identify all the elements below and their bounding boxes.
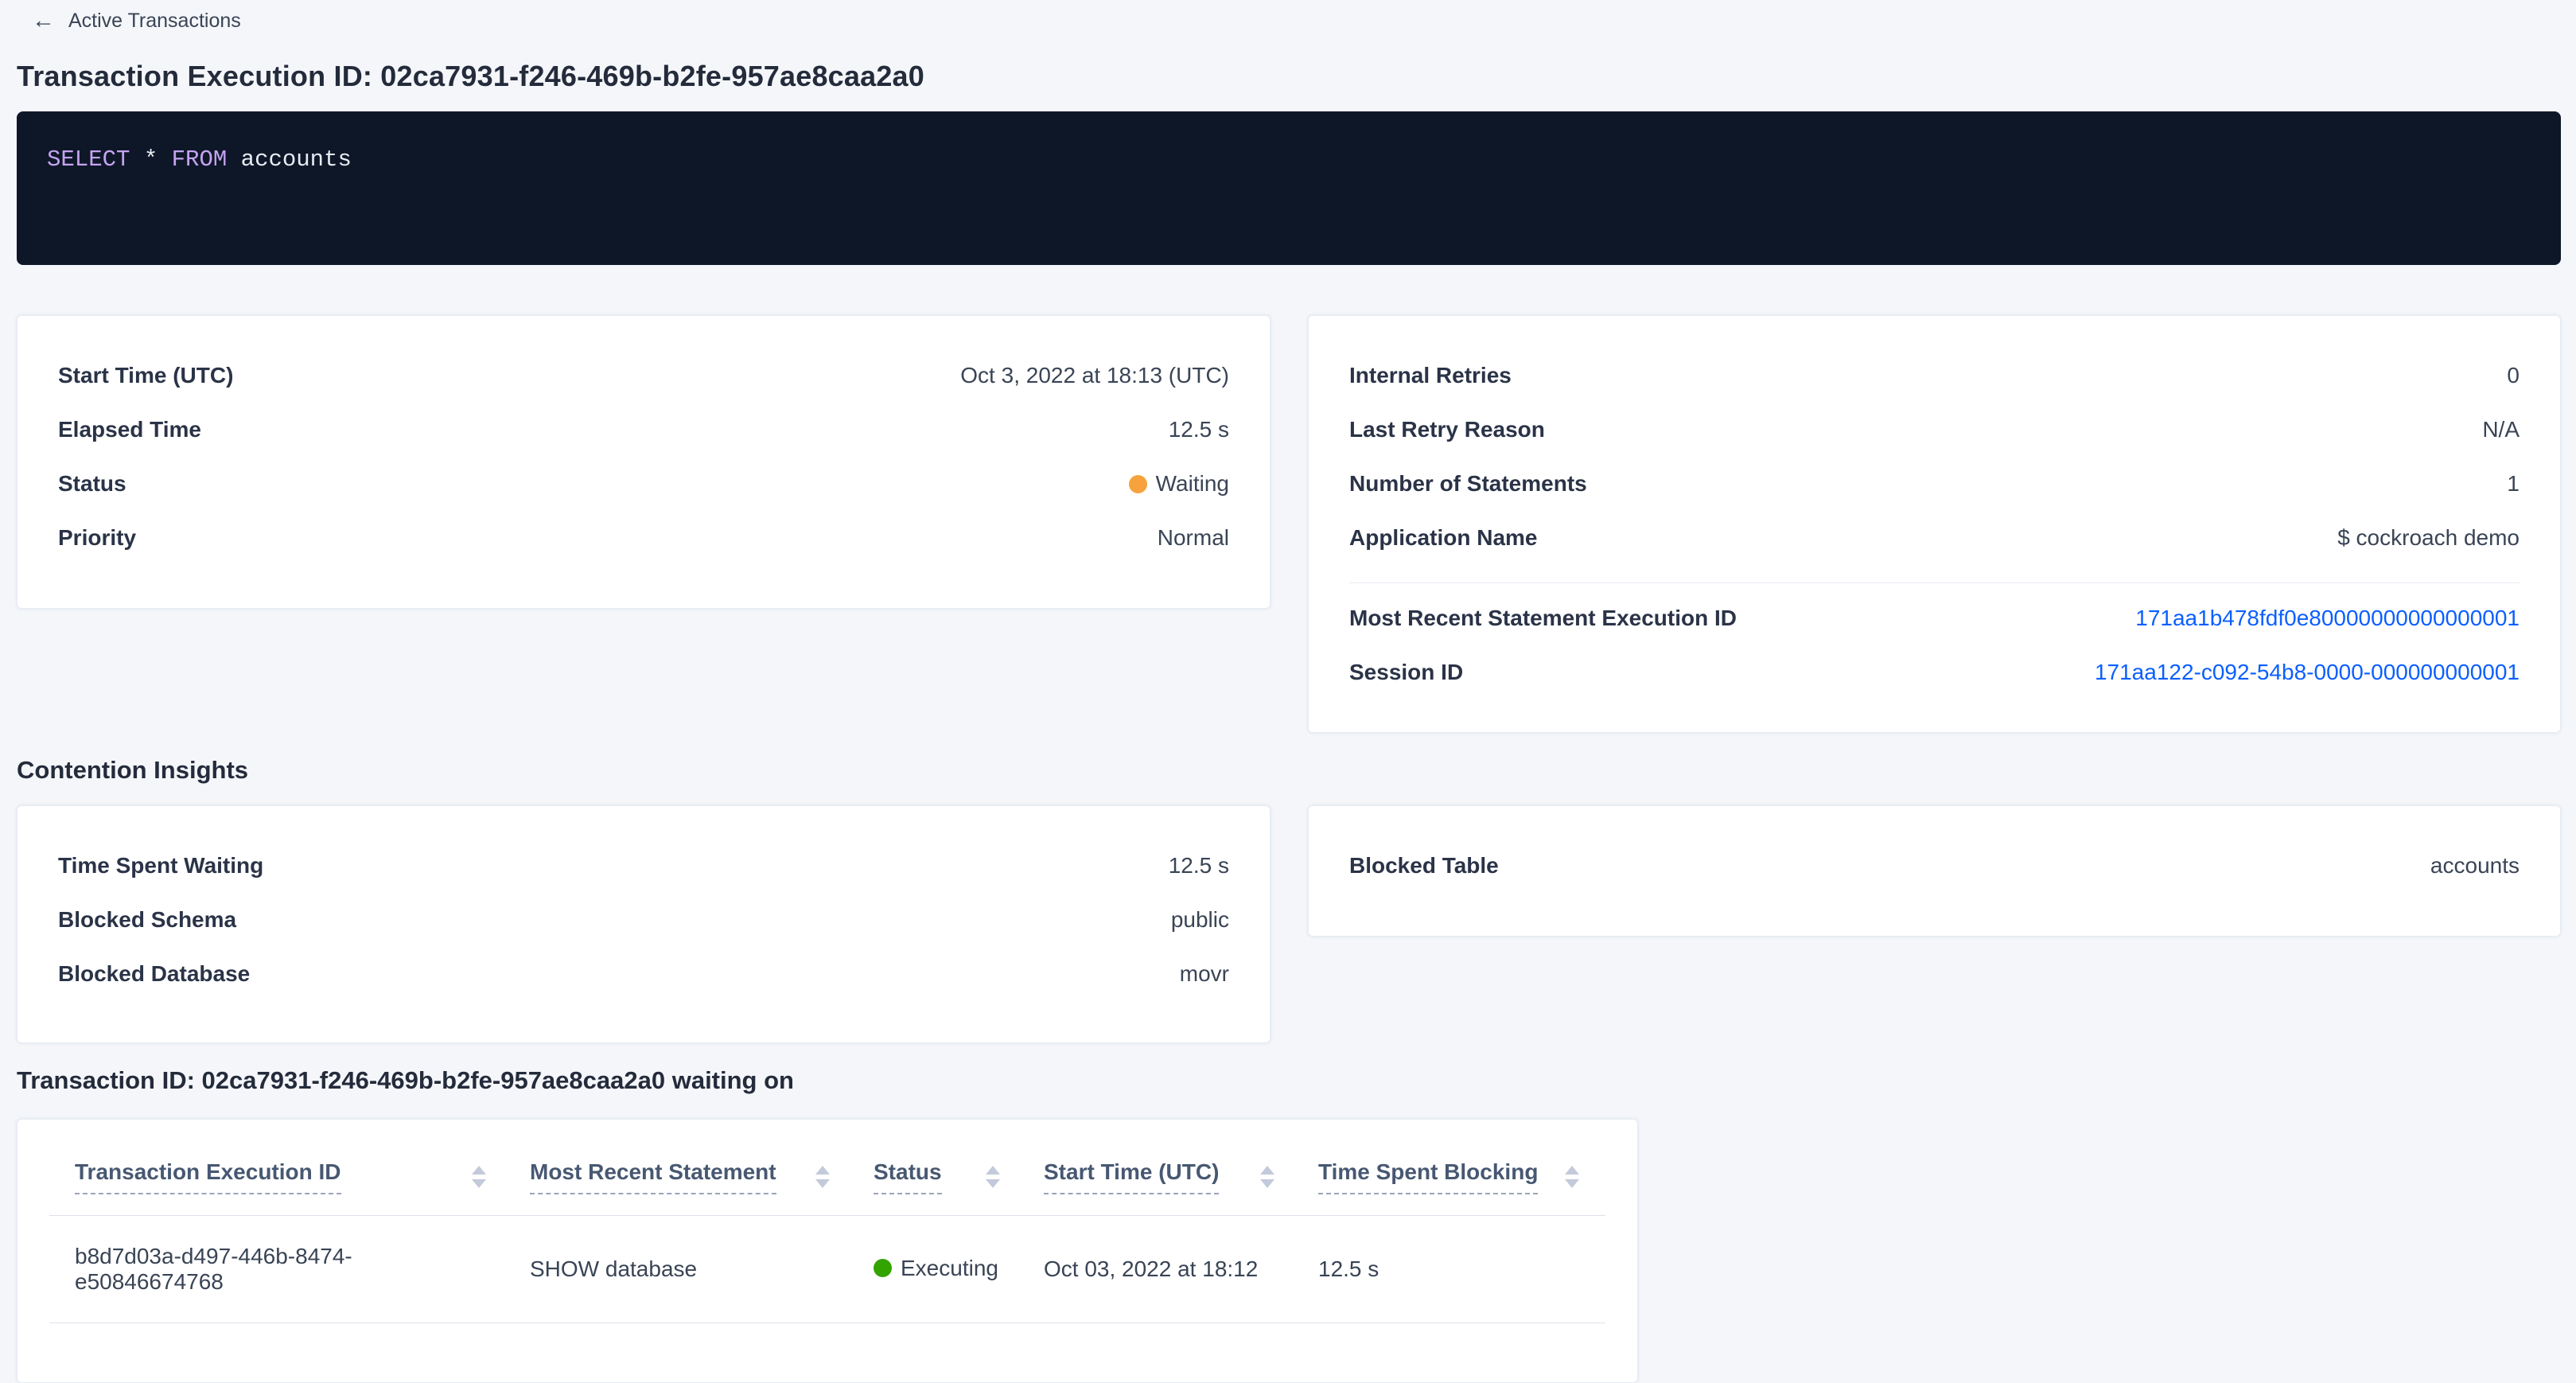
cell-start-time: Oct 03, 2022 at 18:12 bbox=[1044, 1256, 1259, 1281]
table-header-row: Transaction Execution ID Most Recent Sta… bbox=[18, 1120, 1637, 1194]
detail-label: Application Name bbox=[1349, 525, 1538, 550]
transaction-times-card: Start Time (UTC) Oct 3, 2022 at 18:13 (U… bbox=[17, 315, 1270, 609]
detail-row: Blocked Schema public bbox=[58, 893, 1229, 947]
sql-statement: SELECT * FROM accounts bbox=[47, 145, 2529, 175]
detail-value: 12.5 s bbox=[1168, 417, 1229, 442]
detail-value: Oct 3, 2022 at 18:13 (UTC) bbox=[960, 363, 1229, 388]
detail-row: Blocked Table accounts bbox=[1349, 839, 2520, 893]
contention-right-card: Blocked Table accounts bbox=[1308, 805, 2561, 937]
detail-label: Start Time (UTC) bbox=[58, 363, 234, 388]
detail-label: Last Retry Reason bbox=[1349, 417, 1545, 442]
sort-icon[interactable] bbox=[1565, 1166, 1579, 1188]
status-executing-dot-icon bbox=[874, 1259, 892, 1278]
detail-row: Status Waiting bbox=[58, 457, 1229, 511]
column-header-label[interactable]: Transaction Execution ID bbox=[75, 1159, 341, 1194]
sql-plain: accounts bbox=[227, 146, 352, 173]
detail-row: Application Name $ cockroach demo bbox=[1349, 511, 2520, 565]
detail-row: Priority Normal bbox=[58, 511, 1229, 565]
detail-value: accounts bbox=[2430, 853, 2520, 878]
sort-icon[interactable] bbox=[1260, 1166, 1274, 1188]
column-header-label[interactable]: Most Recent Statement bbox=[530, 1159, 776, 1194]
column-header-status[interactable]: Status bbox=[874, 1159, 1044, 1194]
arrow-left-icon: ← bbox=[32, 8, 55, 33]
cell-time-spent-blocking: 12.5 s bbox=[1318, 1256, 1379, 1281]
detail-label: Blocked Table bbox=[1349, 853, 1499, 878]
detail-row: Session ID 171aa122-c092-54b8-0000-00000… bbox=[1349, 645, 2520, 699]
contention-left-card: Time Spent Waiting 12.5 s Blocked Schema… bbox=[17, 805, 1270, 1043]
detail-row: Most Recent Statement Execution ID 171aa… bbox=[1349, 591, 2520, 645]
detail-row: Time Spent Waiting 12.5 s bbox=[58, 839, 1229, 893]
sql-keyword: FROM bbox=[171, 146, 228, 173]
sort-icon[interactable] bbox=[472, 1166, 486, 1188]
waiting-on-table: Transaction Execution ID Most Recent Sta… bbox=[17, 1119, 1638, 1383]
detail-row: Elapsed Time 12.5 s bbox=[58, 403, 1229, 457]
detail-value: movr bbox=[1179, 961, 1229, 986]
detail-label: Time Spent Waiting bbox=[58, 853, 264, 878]
table-header-border bbox=[49, 1215, 1605, 1216]
detail-label: Elapsed Time bbox=[58, 417, 202, 442]
column-header-transaction-execution-id[interactable]: Transaction Execution ID bbox=[75, 1159, 530, 1194]
transaction-attributes-card: Internal Retries 0 Last Retry Reason N/A… bbox=[1308, 315, 2561, 733]
column-header-most-recent-statement[interactable]: Most Recent Statement bbox=[530, 1159, 874, 1194]
back-link-label: Active Transactions bbox=[68, 10, 241, 32]
detail-value: N/A bbox=[2482, 417, 2520, 442]
detail-row: Number of Statements 1 bbox=[1349, 457, 2520, 511]
sort-icon[interactable] bbox=[986, 1166, 1000, 1188]
status-text: Executing bbox=[901, 1255, 998, 1280]
column-header-label[interactable]: Time Spent Blocking bbox=[1318, 1159, 1539, 1194]
column-header-start-time[interactable]: Start Time (UTC) bbox=[1044, 1159, 1318, 1194]
status-waiting-dot-icon bbox=[1128, 474, 1147, 493]
detail-label: Priority bbox=[58, 525, 137, 550]
waiting-on-heading: Transaction ID: 02ca7931-f246-469b-b2fe-… bbox=[17, 1066, 794, 1094]
detail-label: Blocked Database bbox=[58, 961, 251, 986]
statement-execution-id-link[interactable]: 171aa1b478fdf0e80000000000000001 bbox=[2135, 606, 2520, 630]
sql-statement-box: SELECT * FROM accounts bbox=[17, 111, 2561, 265]
detail-value: 1 bbox=[2507, 471, 2520, 496]
detail-row: Last Retry Reason N/A bbox=[1349, 403, 2520, 457]
table-row: b8d7d03a-d497-446b-8474-e50846674768 SHO… bbox=[18, 1216, 1637, 1323]
summary-cards-row: Start Time (UTC) Oct 3, 2022 at 18:13 (U… bbox=[17, 315, 2561, 733]
card-divider bbox=[1349, 582, 2520, 583]
detail-label: Blocked Schema bbox=[58, 907, 237, 932]
detail-label: Most Recent Statement Execution ID bbox=[1349, 606, 1737, 630]
detail-row: Start Time (UTC) Oct 3, 2022 at 18:13 (U… bbox=[58, 349, 1229, 403]
column-header-time-spent-blocking[interactable]: Time Spent Blocking bbox=[1318, 1159, 1623, 1194]
column-header-label[interactable]: Status bbox=[874, 1159, 942, 1194]
cell-most-recent-statement: SHOW database bbox=[530, 1256, 698, 1281]
column-header-label[interactable]: Start Time (UTC) bbox=[1044, 1159, 1220, 1194]
detail-label: Internal Retries bbox=[1349, 363, 1512, 388]
detail-label: Status bbox=[58, 471, 126, 496]
sort-icon[interactable] bbox=[815, 1166, 830, 1188]
page-title: Transaction Execution ID: 02ca7931-f246-… bbox=[17, 60, 925, 92]
detail-row: Blocked Database movr bbox=[58, 947, 1229, 1001]
detail-row: Internal Retries 0 bbox=[1349, 349, 2520, 403]
cell-transaction-execution-id: b8d7d03a-d497-446b-8474-e50846674768 bbox=[75, 1244, 352, 1294]
back-link[interactable]: ← Active Transactions bbox=[0, 0, 241, 33]
detail-label: Number of Statements bbox=[1349, 471, 1587, 496]
sql-keyword: SELECT bbox=[47, 146, 130, 173]
detail-label: Session ID bbox=[1349, 660, 1464, 684]
contention-insights-heading: Contention Insights bbox=[17, 756, 249, 784]
detail-value: $ cockroach demo bbox=[2337, 525, 2520, 550]
detail-value: 0 bbox=[2507, 363, 2520, 388]
cell-status: Executing bbox=[874, 1256, 1044, 1284]
detail-value: 12.5 s bbox=[1168, 853, 1229, 878]
sql-plain: * bbox=[130, 146, 172, 173]
contention-cards-row: Time Spent Waiting 12.5 s Blocked Schema… bbox=[17, 805, 2561, 1043]
session-id-link[interactable]: 171aa122-c092-54b8-0000-000000000001 bbox=[2094, 660, 2520, 684]
detail-value: Normal bbox=[1157, 525, 1229, 550]
detail-value: public bbox=[1170, 907, 1229, 932]
status-badge: Waiting bbox=[1128, 471, 1229, 497]
status-text: Waiting bbox=[1155, 471, 1229, 496]
